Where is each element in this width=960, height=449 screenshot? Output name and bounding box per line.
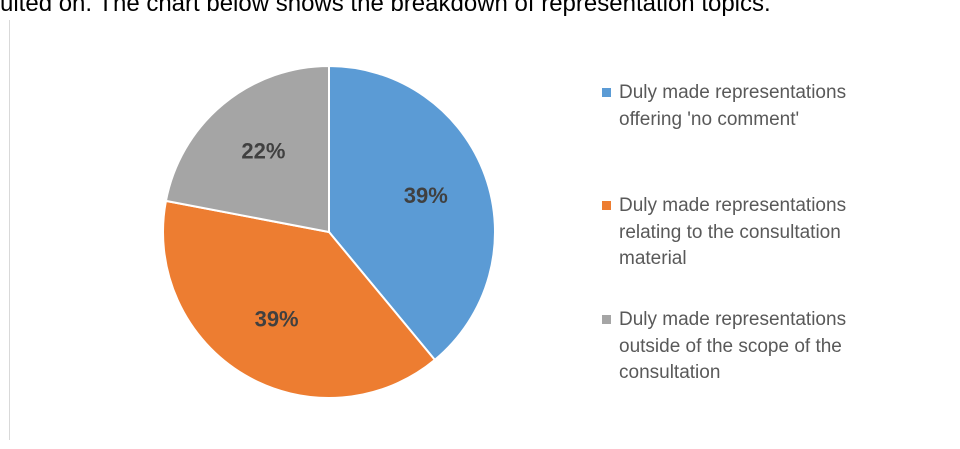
data-label: 39% xyxy=(255,306,299,331)
legend-swatch xyxy=(602,88,611,97)
legend-entry: Duly made representations relating to th… xyxy=(602,193,892,273)
data-label: 22% xyxy=(241,139,285,164)
pie-slice xyxy=(328,64,496,362)
intro-text: ulted on. The chart below shows the brea… xyxy=(0,0,771,17)
legend-label: Duly made representations offering 'no c… xyxy=(619,82,847,130)
legend-label: Duly made representations outside of the… xyxy=(619,309,847,383)
legend-swatch xyxy=(602,201,611,210)
legend-entry: Duly made representations offering 'no c… xyxy=(602,80,892,133)
pie-slice xyxy=(164,64,330,234)
legend-label: Duly made representations relating to th… xyxy=(619,195,847,269)
chart-border xyxy=(9,20,10,440)
legend-swatch xyxy=(602,315,611,324)
legend-entry: Duly made representations outside of the… xyxy=(602,307,892,387)
data-label: 39% xyxy=(404,183,448,208)
pie-slice xyxy=(162,199,437,399)
